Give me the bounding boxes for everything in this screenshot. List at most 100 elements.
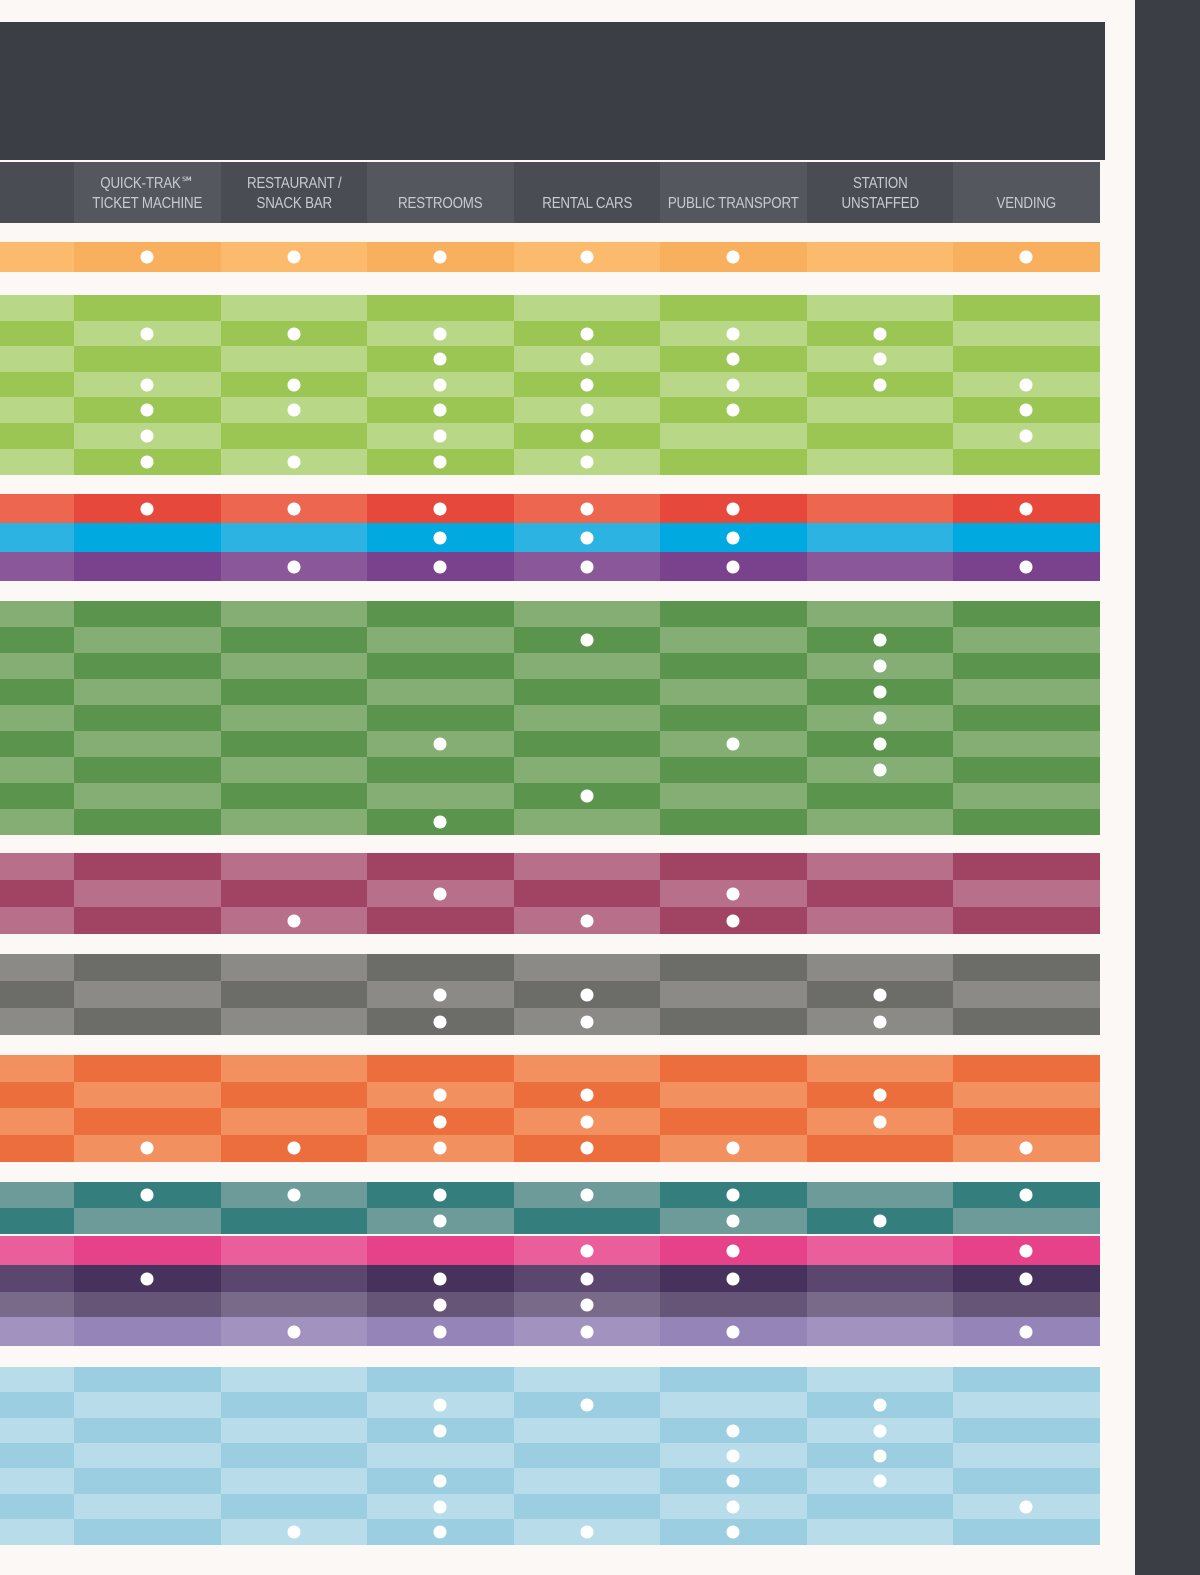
cell-quick-trak <box>74 423 221 449</box>
available-dot-icon <box>140 1272 154 1285</box>
cell-quick-trak <box>74 907 221 934</box>
cell-restrooms <box>367 1008 514 1035</box>
cell-quick-trak <box>74 853 221 880</box>
cell-quick-trak <box>74 1367 221 1393</box>
cell-restrooms <box>367 1367 514 1393</box>
available-dot-icon <box>287 1325 301 1338</box>
row-label-cell <box>0 1236 74 1265</box>
row-label-cell <box>0 552 74 581</box>
cell-restrooms <box>367 731 514 757</box>
cell-station-unstaffed <box>806 1442 954 1469</box>
cell-public-transport <box>660 1392 807 1419</box>
cell-restrooms <box>367 1134 514 1162</box>
cell-restaurant <box>220 1417 368 1444</box>
cell-public-transport <box>660 1265 807 1292</box>
cell-station-unstaffed <box>806 423 954 449</box>
cell-vending <box>953 705 1100 731</box>
cell-quick-trak <box>74 1518 221 1545</box>
header-cell-bg <box>513 162 660 223</box>
cell-station-unstaffed <box>806 981 954 1008</box>
available-dot-icon <box>433 378 447 392</box>
available-dot-icon <box>433 327 447 341</box>
amenity-rows <box>0 242 1105 1545</box>
row-label-cell <box>0 423 74 449</box>
available-dot-icon <box>433 1474 447 1488</box>
available-dot-icon <box>726 1500 740 1513</box>
cell-rental-cars <box>513 320 661 347</box>
cell-rental-cars <box>513 757 661 783</box>
available-dot-icon <box>433 1298 447 1311</box>
cell-public-transport <box>660 423 807 449</box>
cell-public-transport <box>660 954 807 981</box>
row-pink-0 <box>0 1236 1105 1265</box>
available-dot-icon <box>433 887 447 900</box>
cell-station-unstaffed <box>806 1468 954 1495</box>
cell-restrooms <box>367 954 514 981</box>
available-dot-icon <box>287 250 301 264</box>
row-lime-6 <box>0 448 1105 475</box>
available-dot-icon <box>873 1214 887 1228</box>
available-dot-icon <box>140 429 154 443</box>
cell-public-transport <box>660 653 807 679</box>
row-label-cell <box>0 1417 74 1444</box>
cell-restrooms <box>367 809 514 835</box>
available-dot-icon <box>140 250 154 264</box>
cell-restrooms <box>367 1236 514 1265</box>
cell-restaurant <box>220 1108 368 1135</box>
cell-restaurant <box>220 601 368 627</box>
cell-rental-cars <box>513 1081 661 1109</box>
available-dot-icon <box>1019 1244 1033 1257</box>
header-cell-bg <box>367 162 514 223</box>
cell-vending <box>953 1392 1100 1419</box>
cell-station-unstaffed <box>806 1208 954 1234</box>
row-label-cell <box>0 705 74 731</box>
available-dot-icon <box>580 327 594 341</box>
cell-vending <box>953 954 1100 981</box>
row-label-cell <box>0 320 74 347</box>
available-dot-icon <box>433 815 447 829</box>
row-label-cell <box>0 653 74 679</box>
available-dot-icon <box>580 1015 594 1028</box>
cell-rental-cars <box>513 1108 661 1135</box>
available-dot-icon <box>580 378 594 392</box>
cell-station-unstaffed <box>806 1108 954 1135</box>
cell-vending <box>953 783 1100 809</box>
cell-rental-cars <box>513 1493 661 1520</box>
available-dot-icon <box>433 1398 447 1412</box>
cell-quick-trak <box>74 552 221 581</box>
cell-quick-trak <box>74 523 221 552</box>
cell-vending <box>953 295 1100 321</box>
cell-restrooms <box>367 853 514 880</box>
cell-restaurant <box>220 1134 368 1162</box>
cell-vending <box>953 1367 1100 1393</box>
row-label-cell <box>0 601 74 627</box>
cell-rental-cars <box>513 653 661 679</box>
cell-quick-trak <box>74 731 221 757</box>
cell-rental-cars <box>513 705 661 731</box>
cell-vending <box>953 1008 1100 1035</box>
cell-restaurant <box>220 1292 368 1317</box>
row-green-0 <box>0 601 1105 627</box>
cell-station-unstaffed <box>806 907 954 934</box>
cell-restrooms <box>367 783 514 809</box>
cell-quick-trak <box>74 346 221 373</box>
cell-station-unstaffed <box>806 783 954 809</box>
cell-restaurant <box>220 809 368 835</box>
row-lime-3 <box>0 371 1105 398</box>
cell-quick-trak <box>74 1008 221 1035</box>
cell-rental-cars <box>513 954 661 981</box>
row-label-cell <box>0 346 74 373</box>
cell-restaurant <box>220 880 368 907</box>
cell-restaurant <box>220 295 368 321</box>
row-label-cell <box>0 1081 74 1109</box>
available-dot-icon <box>1019 502 1033 515</box>
available-dot-icon <box>433 988 447 1001</box>
row-tangerine-3 <box>0 1134 1105 1162</box>
row-label-cell <box>0 880 74 907</box>
cell-station-unstaffed <box>806 601 954 627</box>
cell-restaurant <box>220 853 368 880</box>
row-teal-0 <box>0 1182 1105 1208</box>
available-dot-icon <box>726 250 740 264</box>
cell-restaurant <box>220 783 368 809</box>
cell-restrooms <box>367 981 514 1008</box>
